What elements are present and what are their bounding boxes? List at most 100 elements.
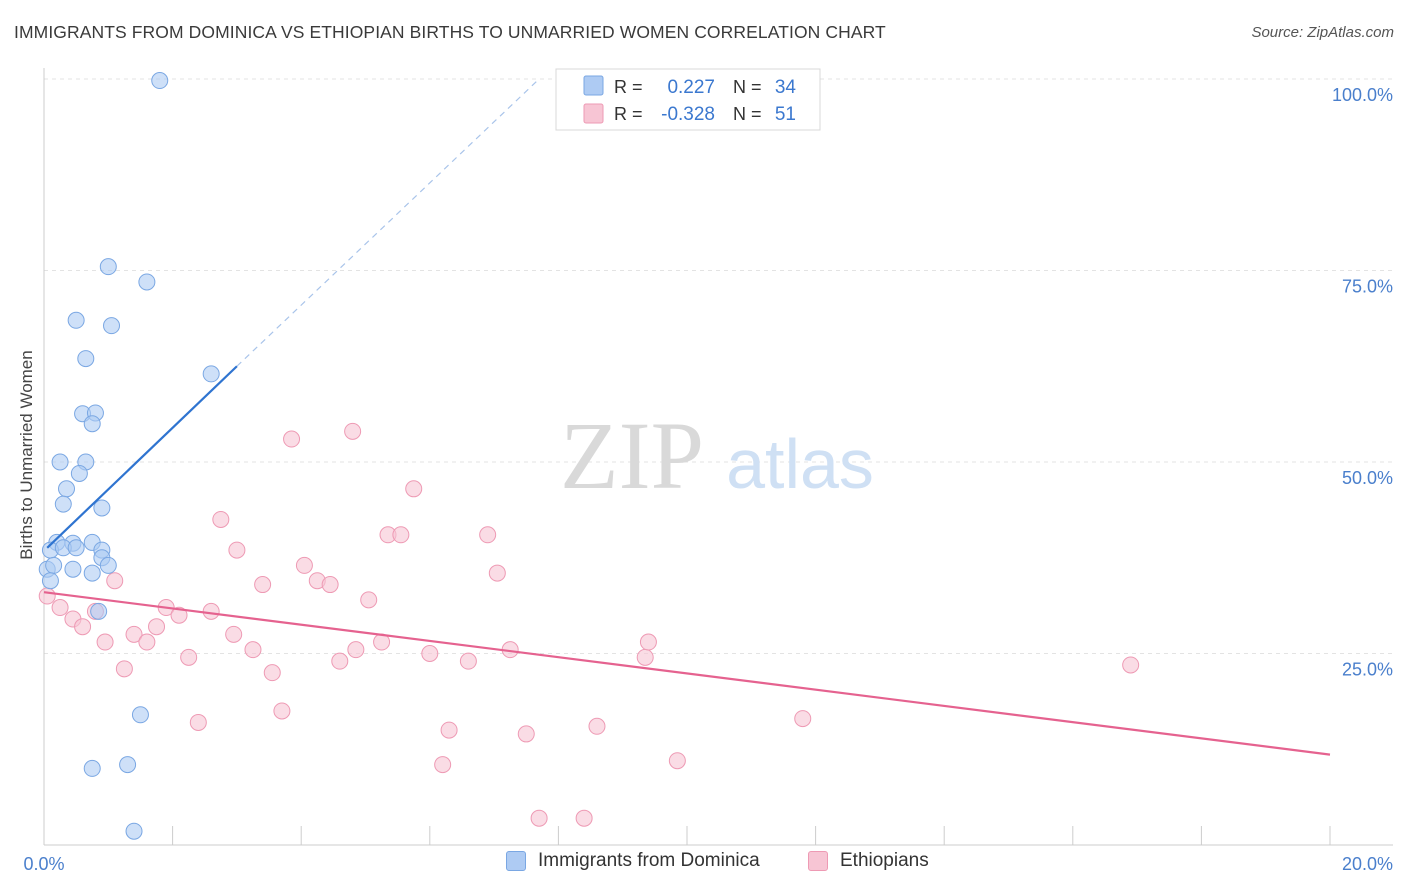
- data-point-ethiopians: [228, 541, 246, 559]
- data-point-ethiopians: [51, 599, 69, 617]
- data-point-ethiopians: [273, 702, 291, 720]
- legend-n-label-1: N =: [733, 77, 762, 97]
- data-point-ethiopians: [180, 648, 198, 666]
- data-point-ethiopians: [347, 641, 365, 659]
- trend-line-ethiopians: [43, 591, 1331, 756]
- data-point-dominica: [202, 365, 220, 383]
- data-point-ethiopians: [189, 713, 207, 731]
- legend-r-label-2: R =: [614, 104, 643, 124]
- data-point-ethiopians: [96, 633, 114, 651]
- x-tick-label: 20.0%: [1342, 854, 1393, 874]
- data-point-dominica: [83, 759, 101, 777]
- series-ethiopians: [38, 422, 1140, 827]
- data-point-dominica: [83, 564, 101, 582]
- data-point-ethiopians: [321, 576, 339, 594]
- source-credit: Source: ZipAtlas.com: [1251, 24, 1394, 41]
- legend-swatch-pink: [583, 103, 604, 124]
- data-point-ethiopians: [1122, 656, 1140, 674]
- chart-title: IMMIGRANTS FROM DOMINICA VS ETHIOPIAN BI…: [14, 22, 886, 42]
- data-point-dominica: [41, 572, 59, 590]
- data-point-dominica: [131, 706, 149, 724]
- data-point-ethiopians: [225, 625, 243, 643]
- data-point-ethiopians: [636, 648, 654, 666]
- data-point-dominica: [119, 756, 137, 774]
- y-tick-label: 50.0%: [1342, 468, 1393, 488]
- data-point-ethiopians: [38, 587, 56, 605]
- data-point-ethiopians: [488, 564, 506, 582]
- data-point-dominica: [54, 495, 72, 513]
- trend-line-dominica: [46, 365, 238, 549]
- y-tick-label: 75.0%: [1342, 277, 1393, 297]
- data-point-ethiopians: [331, 652, 349, 670]
- watermark: ZIP atlas: [560, 402, 874, 509]
- data-point-ethiopians: [115, 660, 133, 678]
- data-point-ethiopians: [440, 721, 458, 739]
- trend-line-dominica-extension: [236, 78, 540, 367]
- stats-legend: R = 0.227 N = 34 R = -0.328 N = 51: [555, 68, 821, 131]
- data-point-ethiopians: [575, 809, 593, 827]
- data-point-ethiopians: [244, 641, 262, 659]
- data-point-ethiopians: [283, 430, 301, 448]
- data-point-ethiopians: [263, 664, 281, 682]
- data-point-dominica: [93, 499, 111, 517]
- data-point-ethiopians: [405, 480, 423, 498]
- data-point-dominica: [103, 317, 121, 335]
- data-point-dominica: [64, 560, 82, 578]
- data-point-ethiopians: [74, 618, 92, 636]
- y-tick-label: 100.0%: [1332, 85, 1393, 105]
- data-point-ethiopians: [254, 576, 272, 594]
- series-immigrants-from-dominica: [38, 72, 220, 840]
- legend-label-dominica: Immigrants from Dominica: [538, 850, 760, 871]
- y-tick-labels: 25.0% 50.0% 75.0% 100.0%: [1332, 85, 1393, 680]
- data-point-dominica: [77, 350, 95, 368]
- data-point-ethiopians: [517, 725, 535, 743]
- data-point-ethiopians: [794, 710, 812, 728]
- watermark-atlas: atlas: [726, 425, 874, 503]
- legend-item-ethiopians[interactable]: Ethiopians: [808, 850, 929, 872]
- data-point-ethiopians: [360, 591, 378, 609]
- legend-r-label-1: R =: [614, 77, 643, 97]
- data-point-dominica: [99, 556, 117, 574]
- data-point-ethiopians: [530, 809, 548, 827]
- legend-r-value-1: 0.227: [667, 77, 715, 98]
- data-point-ethiopians: [434, 756, 452, 774]
- data-point-ethiopians: [459, 652, 477, 670]
- legend-swatch-blue: [583, 75, 604, 96]
- legend-n-value-2: 51: [775, 104, 796, 125]
- data-point-ethiopians: [421, 645, 439, 662]
- data-point-ethiopians: [588, 717, 606, 735]
- legend-n-value-1: 34: [775, 77, 797, 98]
- data-point-ethiopians: [392, 526, 410, 544]
- data-point-ethiopians: [125, 625, 143, 643]
- data-point-ethiopians: [106, 572, 124, 590]
- data-point-ethiopians: [639, 633, 657, 651]
- axes: [43, 68, 1393, 846]
- data-point-dominica: [67, 539, 85, 557]
- grid-lines: [44, 78, 1393, 654]
- data-point-dominica: [90, 602, 108, 620]
- data-point-dominica: [99, 258, 117, 276]
- legend-n-label-2: N =: [733, 104, 762, 124]
- data-point-dominica: [45, 556, 63, 574]
- legend-swatch-dominica: [506, 851, 526, 871]
- data-point-dominica: [83, 415, 101, 433]
- data-point-dominica: [51, 453, 69, 471]
- watermark-zip: ZIP: [560, 402, 704, 509]
- legend-swatch-ethiopians: [808, 851, 828, 871]
- data-point-ethiopians: [202, 602, 220, 620]
- data-point-dominica: [70, 464, 88, 482]
- trend-lines: [43, 78, 1331, 756]
- legend-r-value-2: -0.328: [661, 104, 715, 125]
- legend-item-dominica[interactable]: Immigrants from Dominica: [506, 850, 760, 872]
- data-point-ethiopians: [479, 526, 497, 544]
- data-point-ethiopians: [668, 752, 686, 770]
- x-tick-labels: 0.0% 20.0%: [23, 854, 1393, 874]
- data-point-ethiopians: [138, 633, 156, 651]
- data-point-dominica: [151, 72, 169, 90]
- data-point-dominica: [125, 822, 143, 840]
- data-point-ethiopians: [170, 606, 188, 624]
- data-point-dominica: [138, 273, 156, 291]
- y-tick-label: 25.0%: [1342, 660, 1393, 680]
- y-axis-label: Births to Unmarried Women: [17, 350, 36, 559]
